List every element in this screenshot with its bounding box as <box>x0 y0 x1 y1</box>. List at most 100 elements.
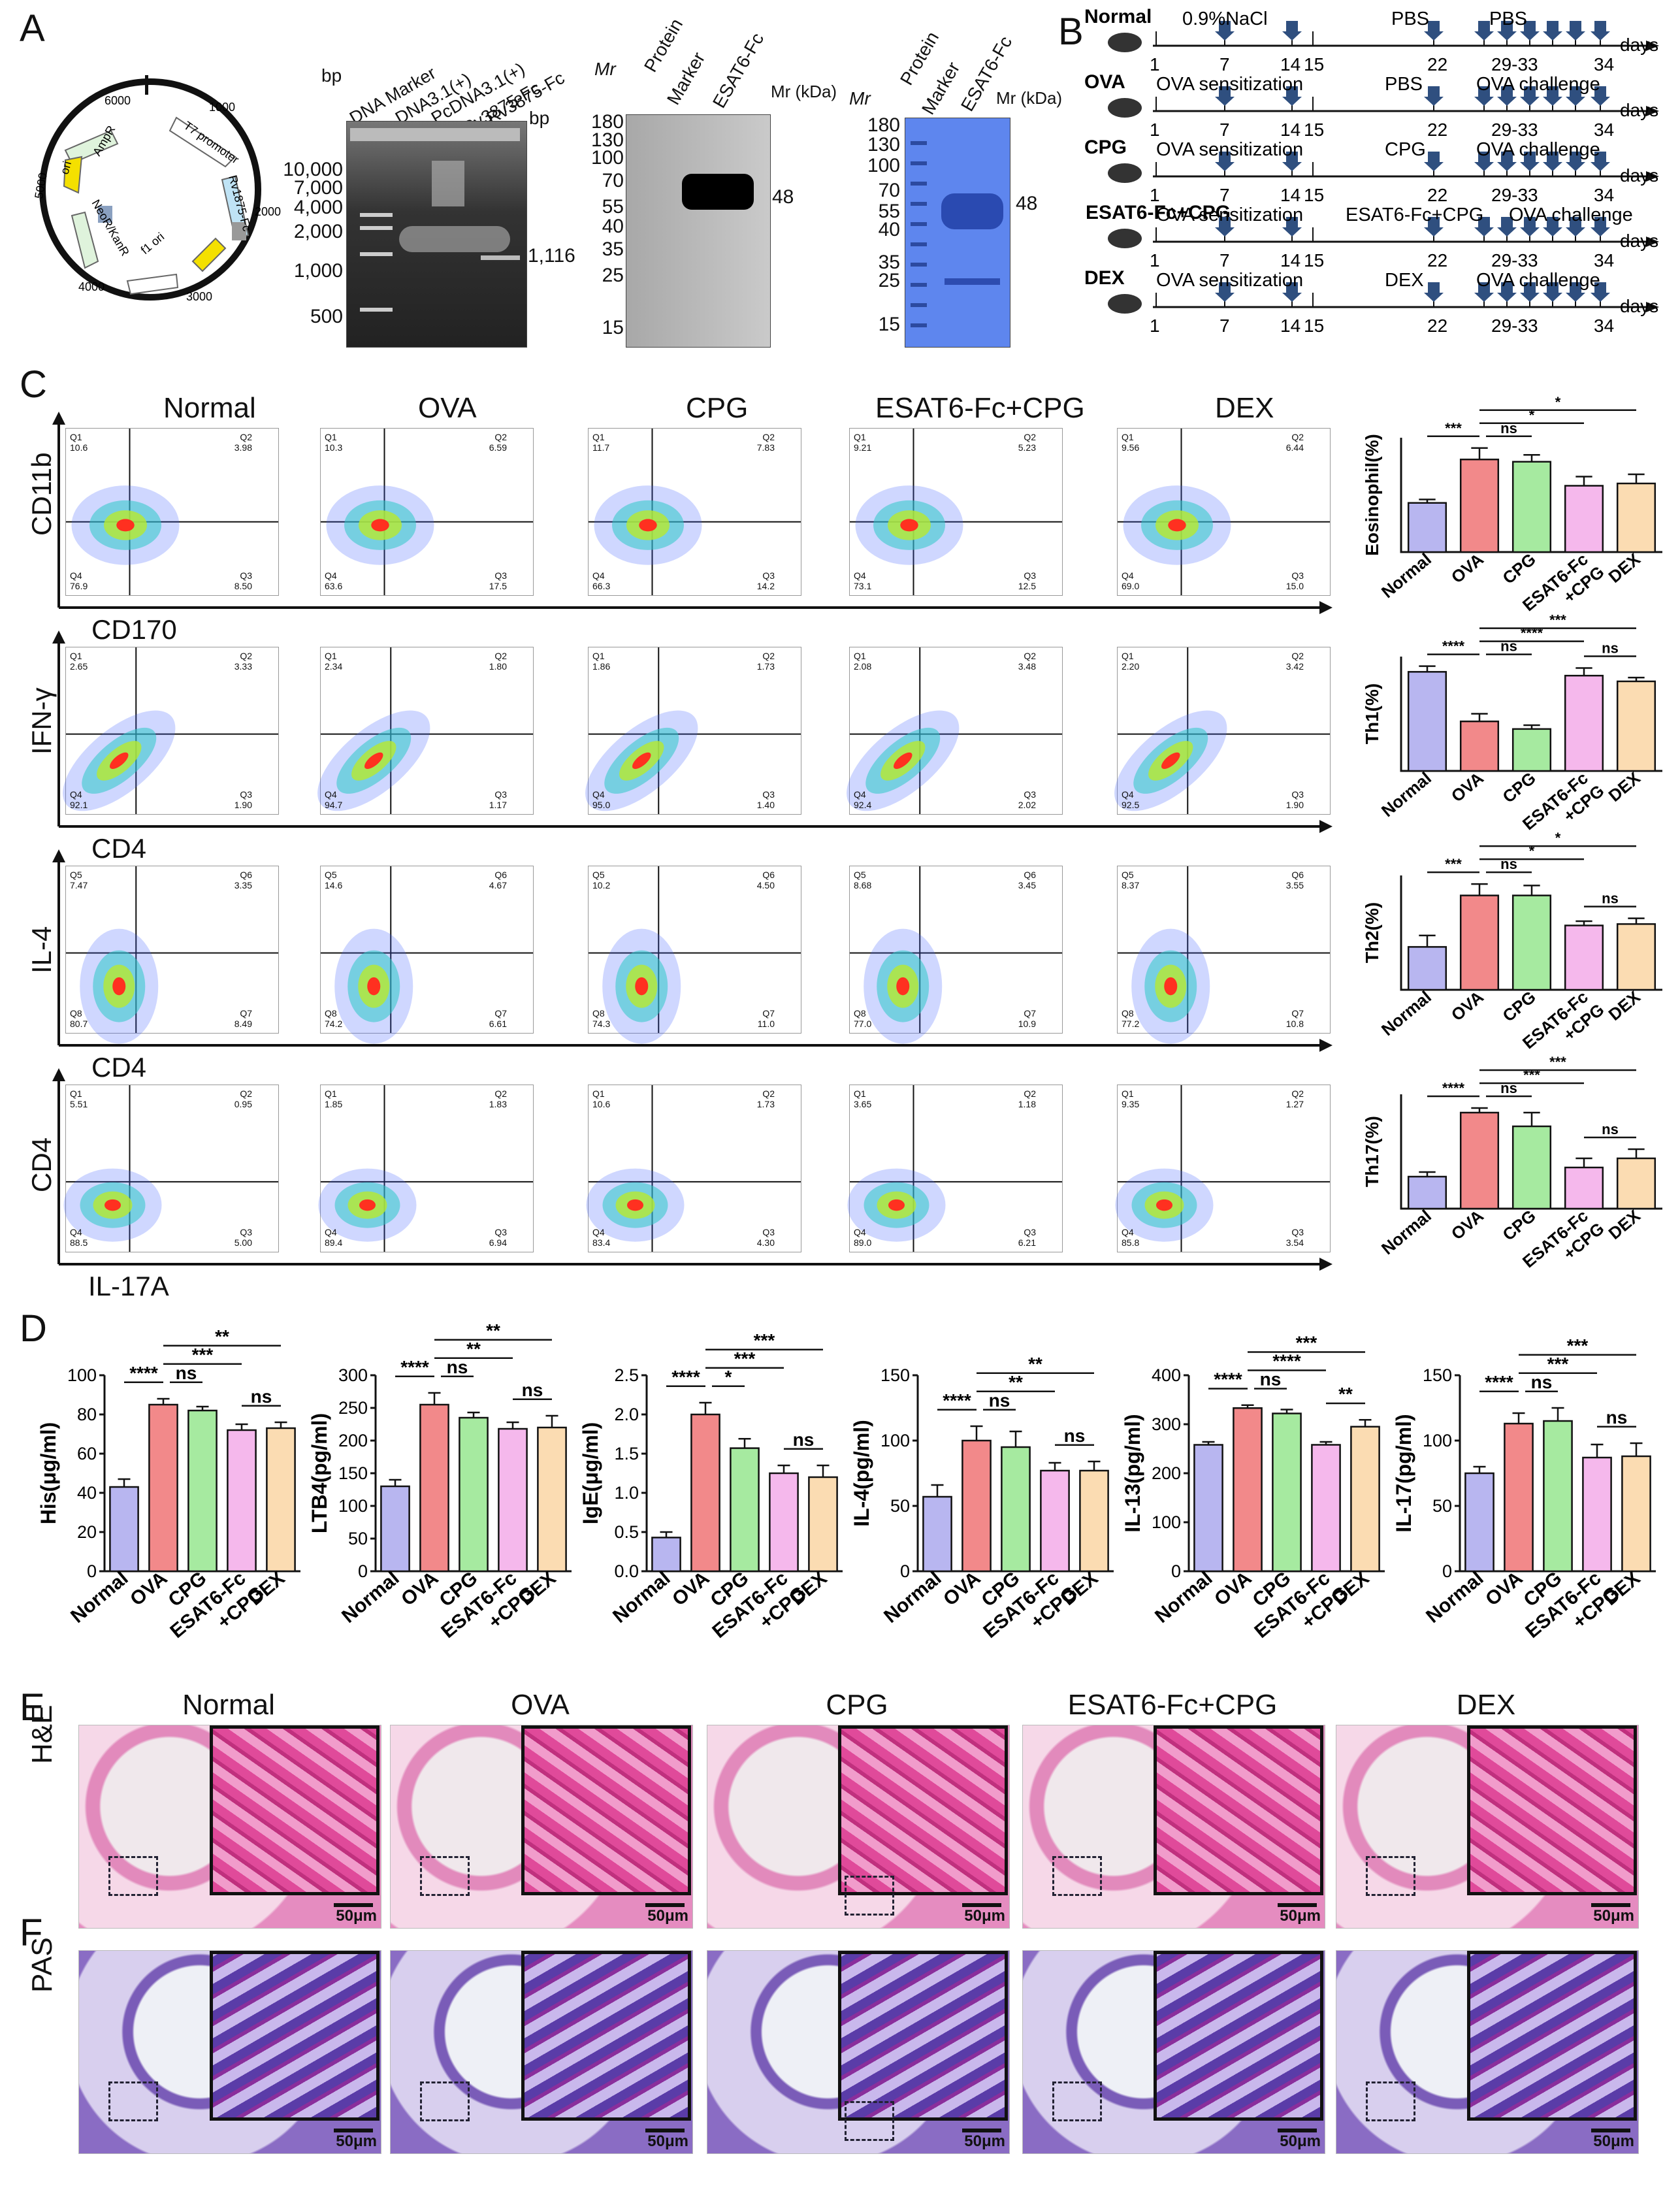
y-tick-label: 100 <box>338 1496 368 1516</box>
quadrant-label: Q1 <box>70 1088 82 1099</box>
scale-bar-label: 50μm <box>1593 2132 1634 2150</box>
bar <box>1272 1412 1302 1573</box>
day-label: 29-33 <box>1491 54 1538 74</box>
quadrant-label: Q2 <box>494 1088 507 1099</box>
timeline-phase-label: PBS <box>1391 8 1429 29</box>
significance-label: * <box>1555 394 1561 410</box>
flow-group-title: Normal <box>163 392 256 424</box>
timeline-group-label: ESAT6-Fc+CPG <box>1086 202 1231 223</box>
quadrant-value: 11.7 <box>592 442 610 453</box>
quadrant-value: 2.08 <box>854 661 872 672</box>
error-bar <box>1088 1460 1101 1471</box>
flow-density <box>1118 866 1330 1044</box>
plasmid-label: 5000 <box>32 172 50 200</box>
significance-label: ** <box>466 1339 481 1359</box>
category-label: CPG <box>1498 987 1539 1026</box>
flow-x-axis-label: CD170 <box>91 614 177 645</box>
scale-bar-label: 50μm <box>964 2132 1005 2150</box>
quadrant-label: Q2 <box>494 651 507 661</box>
scale-bar <box>1591 2129 1630 2132</box>
significance-label: * <box>1529 843 1535 859</box>
flow-row-axes <box>52 1068 1333 1271</box>
quadrant-value: 4.67 <box>489 880 507 890</box>
quadrant-value: 14.2 <box>756 581 775 591</box>
injection-arrow-icon <box>1520 217 1540 237</box>
bar <box>1582 1456 1612 1573</box>
quadrant-label: Q5 <box>854 870 866 880</box>
quadrant-label: Q3 <box>494 570 507 581</box>
quadrant-label: Q3 <box>1291 570 1304 581</box>
y-tick-label: 1.5 <box>614 1444 639 1463</box>
day-label: 15 <box>1304 54 1324 74</box>
injection-arrow-icon <box>1215 152 1235 171</box>
he-micrograph: 50μm <box>78 1725 381 1929</box>
category-label: OVA <box>1447 768 1487 806</box>
plasmid-label: 2000 <box>255 205 281 218</box>
quadrant-value: 3.98 <box>234 442 252 453</box>
quadrant-value: 3.45 <box>1018 880 1036 890</box>
scale-bar-label: 50μm <box>336 2132 377 2150</box>
scale-bar-label: 50μm <box>1280 1907 1321 1925</box>
injection-arrow-icon <box>1543 86 1562 106</box>
days-label: days <box>1620 35 1658 55</box>
significance-label: ** <box>215 1326 229 1346</box>
significance-label: **** <box>1485 1372 1513 1392</box>
quadrant-label: Q3 <box>1024 1227 1036 1237</box>
days-label: days <box>1620 231 1658 251</box>
ladder-tick: 2,000 <box>293 221 343 242</box>
error-bar <box>1523 885 1540 896</box>
significance-label: ns <box>447 1357 468 1377</box>
category-label: CPG <box>1498 768 1539 807</box>
quadrant-label: Q2 <box>762 432 775 442</box>
injection-arrow-icon <box>1566 152 1585 171</box>
quadrant-label: Q2 <box>494 432 507 442</box>
ladder-tick: 40 <box>878 219 900 240</box>
bar <box>1459 459 1500 553</box>
quadrant-value: 94.7 <box>325 800 343 810</box>
quadrant-value: 1.27 <box>1285 1099 1304 1109</box>
flow-x-axis-label: IL-17A <box>88 1271 169 1301</box>
quadrant-value: 8.68 <box>854 880 872 890</box>
ladder-tick: 1,000 <box>293 260 343 282</box>
scale-bar <box>962 2129 1001 2132</box>
panel-label-b: B <box>1058 10 1084 53</box>
bar <box>537 1426 567 1573</box>
significance-label: ** <box>1028 1354 1042 1374</box>
quadrant-value: 1.86 <box>592 661 611 672</box>
injection-arrow-icon <box>1566 282 1585 302</box>
bar-chart: 0.00.51.01.52.02.5IgE(μg/ml)NormalOVACPG… <box>579 1330 843 1642</box>
quadrant-value: 6.21 <box>1018 1237 1036 1248</box>
quadrant-label: Q1 <box>854 651 866 661</box>
y-tick-label: 80 <box>77 1405 97 1424</box>
quadrant-label: Q1 <box>1122 1088 1134 1099</box>
significance-label: **** <box>671 1367 700 1387</box>
quadrant-value: 63.6 <box>325 581 343 591</box>
flow-plot: Q1 2.20 Q2 3.42 Q4 92.5 Q3 1.90 <box>1114 647 1331 815</box>
y-axis-label: Th2(%) <box>1362 902 1382 963</box>
injection-arrow-icon <box>1497 152 1517 171</box>
y-tick-label: 150 <box>880 1365 910 1385</box>
injection-arrow-icon <box>1282 86 1302 106</box>
quadrant-label: Q3 <box>1291 789 1304 800</box>
quadrant-label: Q4 <box>854 789 866 800</box>
error-bar <box>1628 917 1645 924</box>
injection-arrow-icon <box>1520 21 1540 41</box>
injection-arrow-icon <box>1474 217 1494 237</box>
significance-label: ** <box>1009 1372 1023 1392</box>
quadrant-value: 74.2 <box>325 1019 343 1029</box>
ladder-tick: 55 <box>878 201 900 222</box>
error-bar <box>1471 1107 1488 1113</box>
quadrant-value: 8.49 <box>234 1019 252 1029</box>
bar <box>1616 482 1656 553</box>
flow-plot: Q1 9.56 Q2 6.44 Q4 69.0 Q3 15.0 <box>1117 428 1331 596</box>
bar-chart: 0100200300400IL-13(pg/ml)NormalOVACPGESA… <box>1121 1333 1385 1642</box>
bar <box>1564 1166 1604 1210</box>
plasmid-label: 3000 <box>186 290 212 303</box>
quadrant-label: Q4 <box>854 570 866 581</box>
scale-bar <box>1591 1903 1630 1907</box>
day-label: 29-33 <box>1491 185 1538 205</box>
y-tick-label: 60 <box>77 1444 97 1463</box>
timeline-group-label: DEX <box>1084 267 1125 289</box>
zoom-region-box <box>845 1876 894 1916</box>
quadrant-label: Q3 <box>1024 570 1036 581</box>
